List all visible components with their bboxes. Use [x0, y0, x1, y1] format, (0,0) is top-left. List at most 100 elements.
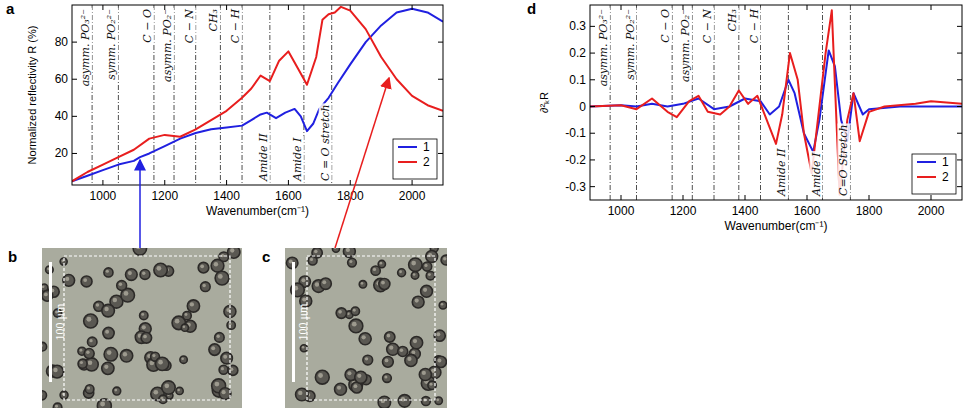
cell-highlight	[200, 264, 204, 268]
cell	[117, 281, 127, 291]
cell-highlight	[230, 248, 234, 252]
cell	[84, 349, 94, 359]
legend-swatch	[398, 161, 417, 163]
x-tick-label: 1600	[275, 189, 302, 203]
cell	[371, 266, 380, 275]
cell-highlight	[87, 387, 90, 390]
legend-label: 1	[942, 155, 949, 169]
scale-bar	[292, 262, 295, 382]
cell-highlight	[123, 352, 127, 356]
annotation: C = O stretch	[319, 103, 332, 182]
legend: 12	[393, 139, 437, 179]
cell-highlight	[365, 357, 368, 360]
scale-label: 100 μm	[296, 303, 310, 340]
cell-highlight	[175, 319, 180, 324]
y-axis-label: ∂²ₖR	[538, 92, 550, 113]
cell-highlight	[157, 266, 162, 271]
cell	[140, 270, 150, 280]
cell-highlight	[124, 291, 129, 296]
region-box	[64, 256, 230, 400]
cell	[227, 321, 235, 329]
y-tick-label: -0.3	[565, 180, 586, 194]
cell	[348, 258, 357, 267]
cell-highlight	[430, 383, 433, 386]
cell	[405, 354, 417, 366]
cell-highlight	[181, 357, 184, 360]
cell-highlight	[437, 358, 441, 362]
legend-box	[912, 154, 956, 194]
y-tick-right	[957, 79, 962, 80]
label-patch	[748, 8, 761, 45]
x-tick	[745, 195, 746, 200]
y-tick	[590, 106, 595, 107]
annotation: asymm. PO₂⁻	[161, 8, 174, 83]
cell	[383, 356, 394, 367]
cell-highlight	[106, 270, 109, 273]
y-tick	[590, 26, 595, 27]
annotation-label: C − H	[229, 9, 242, 44]
micrograph	[285, 248, 447, 408]
y-tick-label: 0.2	[569, 46, 586, 60]
arrows	[140, 78, 389, 248]
series-line	[590, 50, 962, 152]
cell	[315, 370, 329, 384]
cell	[141, 333, 152, 344]
x-tick-label: 1400	[213, 189, 240, 203]
label-patch	[659, 8, 672, 44]
cell	[201, 282, 211, 292]
legend: 12	[912, 154, 956, 194]
cell	[296, 388, 309, 401]
scale-bar	[49, 262, 52, 382]
x-tick-label: 1200	[151, 189, 178, 203]
x-tick	[226, 180, 227, 185]
annotation-label: Amide II	[257, 133, 270, 182]
cell	[102, 362, 114, 374]
cell	[387, 343, 399, 355]
image-panel: 100 μmc	[262, 244, 451, 408]
cell-highlight	[338, 310, 342, 314]
cell-highlight	[443, 257, 446, 260]
cell-highlight	[158, 360, 163, 365]
annotation-label: CH₃	[726, 9, 739, 31]
y-tick-label: -0.2	[565, 153, 586, 167]
cell-highlight	[42, 393, 43, 396]
annotation: Amide II	[257, 132, 270, 183]
x-tick-label: 1000	[90, 189, 117, 203]
cell-highlight	[42, 344, 43, 347]
cell	[336, 308, 346, 318]
cell	[320, 278, 331, 289]
annotation-label: C − H	[748, 9, 761, 44]
panel-a: asymm. PO₃²⁻symm. PO₂²⁻C − Oasymm. PO₂⁻C…	[6, 0, 443, 218]
cell-highlight	[411, 261, 416, 266]
cell-highlight	[298, 391, 302, 395]
cell-highlight	[80, 361, 83, 364]
cell-highlight	[315, 282, 319, 286]
cell	[78, 359, 87, 368]
x-tick	[164, 180, 165, 185]
cell	[419, 368, 431, 380]
cell	[441, 255, 447, 265]
cell	[435, 356, 446, 367]
x-tick-top	[621, 5, 622, 10]
cell-highlight	[55, 405, 58, 408]
label-patch	[810, 151, 823, 198]
cell-highlight	[105, 330, 109, 334]
cell	[351, 307, 359, 315]
cell-highlight	[400, 348, 404, 352]
cell	[154, 263, 167, 276]
cell-highlight	[86, 351, 90, 355]
x-tick	[869, 195, 870, 200]
y-tick-label: 60	[55, 72, 69, 86]
annotation-label: C − O	[141, 9, 154, 43]
cell-highlight	[407, 357, 411, 361]
cell-highlight	[413, 339, 417, 343]
cell-highlight	[362, 335, 366, 339]
cell-highlight	[387, 334, 391, 338]
x-tick	[412, 180, 413, 185]
y-tick	[590, 133, 595, 134]
cell	[187, 300, 199, 312]
x-tick	[288, 180, 289, 185]
label-patch	[291, 136, 304, 183]
y-tick-label: 80	[55, 35, 69, 49]
annotation: C − N	[701, 8, 714, 45]
